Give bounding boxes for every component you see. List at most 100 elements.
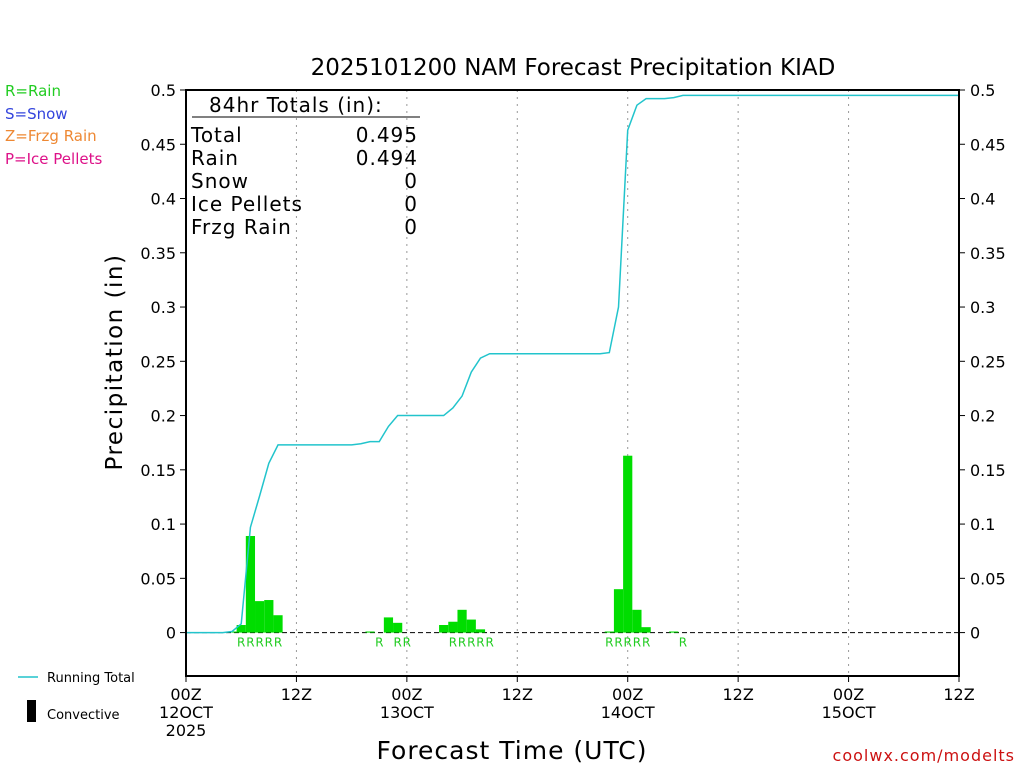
y-tick-label-left: 0.3 — [151, 298, 176, 317]
ptype-marker: R — [614, 636, 622, 650]
legend-ice-pellets: P=Ice Pellets — [5, 150, 102, 168]
totals-row-label: Rain — [191, 146, 239, 170]
chart-title: 2025101200 NAM Forecast Precipitation KI… — [311, 55, 836, 81]
convective-legend-swatch — [27, 700, 36, 722]
ptype-marker: R — [642, 636, 650, 650]
precip-bar — [623, 455, 633, 633]
ptype-marker: R — [486, 636, 494, 650]
totals-header: 84hr Totals (in): — [209, 93, 383, 117]
y-tick-label-left: 0.45 — [140, 135, 176, 154]
ptype-marker: R — [274, 636, 282, 650]
x-tick-label: 12OCT — [159, 703, 213, 722]
totals-row-label: Total — [190, 123, 243, 147]
y-tick-label-left: 0.05 — [140, 569, 176, 588]
y-tick-label-left: 0.4 — [151, 190, 176, 209]
x-tick-label: 12Z — [722, 685, 753, 704]
precip-bar — [466, 619, 476, 633]
y-tick-label-left: 0.25 — [140, 352, 176, 371]
precip-bar — [457, 609, 467, 633]
y-tick-label-left: 0 — [166, 624, 176, 643]
precip-bar — [255, 601, 265, 633]
precip-bar — [393, 622, 403, 633]
totals-row-value: 0 — [404, 192, 418, 216]
totals-row-label: Snow — [191, 169, 249, 193]
precip-bar — [632, 609, 642, 633]
y-tick-label-right: 0.2 — [970, 407, 995, 426]
convective-legend-label: Convective — [47, 708, 120, 723]
legend-rain: R=Rain — [5, 82, 61, 100]
x-tick-label: 00Z — [612, 685, 643, 704]
grid-lines — [295, 90, 850, 676]
y-tick-label-left: 0.2 — [151, 407, 176, 426]
x-tick-label: 00Z — [391, 685, 422, 704]
y-tick-label-right: 0.3 — [970, 298, 995, 317]
y-tick-label-right: 0 — [970, 624, 980, 643]
precip-bar — [236, 624, 246, 633]
x-tick-label: 12Z — [281, 685, 312, 704]
ptype-marker: R — [255, 636, 263, 650]
ptype-marker: R — [375, 636, 383, 650]
precip-bar — [273, 615, 283, 633]
ptype-marker: R — [237, 636, 245, 650]
y-tick-label-right: 0.05 — [970, 569, 1006, 588]
x-tick-label: 2025 — [166, 721, 207, 740]
totals-row-value: 0.494 — [356, 146, 418, 170]
ptype-marker: R — [449, 636, 457, 650]
ptype-marker: R — [467, 636, 475, 650]
y-tick-label-right: 0.15 — [970, 461, 1006, 480]
ptype-marker: R — [679, 636, 687, 650]
plot-frame — [185, 89, 960, 677]
y-tick-label-right: 0.1 — [970, 515, 995, 534]
totals-row-label: Ice Pellets — [191, 192, 303, 216]
ptype-marker: R — [633, 636, 641, 650]
ptype-legend: R=Rain S=Snow Z=Frzg Rain P=Ice Pellets — [5, 82, 102, 168]
bottom-legend: Running Total Convective — [18, 671, 135, 723]
precip-bar — [613, 589, 624, 633]
ptype-marker: R — [246, 636, 254, 650]
y-tick-label-right: 0.5 — [970, 81, 995, 100]
ptype-marker: R — [265, 636, 273, 650]
y-tick-label-left: 0.1 — [151, 515, 176, 534]
y-tick-label-right: 0.45 — [970, 135, 1006, 154]
precip-bar — [439, 624, 449, 633]
y-axis-title: Precipitation (in) — [102, 254, 128, 471]
totals-row-value: 0 — [404, 215, 418, 239]
running-total-line — [186, 94, 959, 634]
x-tick-label: 12Z — [502, 685, 533, 704]
y-tick-label-left: 0.5 — [151, 81, 176, 100]
x-tick-label: 00Z — [170, 685, 201, 704]
y-axis: 0 00.05 0.050.1 0.10.15 0.150.2 0.20.25 0.250.… — [140, 81, 1005, 643]
precip-bar — [641, 627, 651, 633]
ptype-marker: R — [624, 636, 632, 650]
ptype-marker: R — [458, 636, 466, 650]
ptype-marker: R — [476, 636, 484, 650]
totals-row-value: 0 — [404, 169, 418, 193]
totals-row-value: 0.495 — [356, 123, 418, 147]
precip-bar — [475, 629, 486, 633]
ptype-marker: R — [605, 636, 613, 650]
x-tick-label: 00Z — [833, 685, 864, 704]
totals-box: 84hr Totals (in): Total 0.495 Rain 0.494 Sno… — [190, 93, 420, 239]
x-tick-label: 13OCT — [380, 703, 434, 722]
y-tick-label-left: 0.15 — [140, 461, 176, 480]
running-total-legend-label: Running Total — [47, 671, 135, 686]
ptype-marker: R — [393, 636, 401, 650]
ptype-marker: R — [403, 636, 411, 650]
precip-bar — [448, 621, 458, 633]
precip-bar — [365, 631, 375, 633]
precip-bar — [604, 631, 614, 633]
legend-snow: S=Snow — [5, 105, 68, 123]
precip-bar — [383, 617, 394, 633]
x-tick-label: 14OCT — [601, 703, 655, 722]
totals-row-label: Frzg Rain — [191, 215, 292, 239]
precip-bar — [245, 536, 256, 633]
precip-bar — [264, 600, 274, 633]
legend-frzg-rain: Z=Frzg Rain — [5, 127, 97, 145]
precip-bar — [669, 631, 679, 633]
totals-rows: Total 0.495 Rain 0.494 Snow 0 Ice Pellets 0 Frzg… — [190, 123, 418, 239]
x-axis-title: Forecast Time (UTC) — [377, 736, 648, 765]
y-tick-label-right: 0.4 — [970, 190, 995, 209]
y-tick-label-left: 0.35 — [140, 244, 176, 263]
